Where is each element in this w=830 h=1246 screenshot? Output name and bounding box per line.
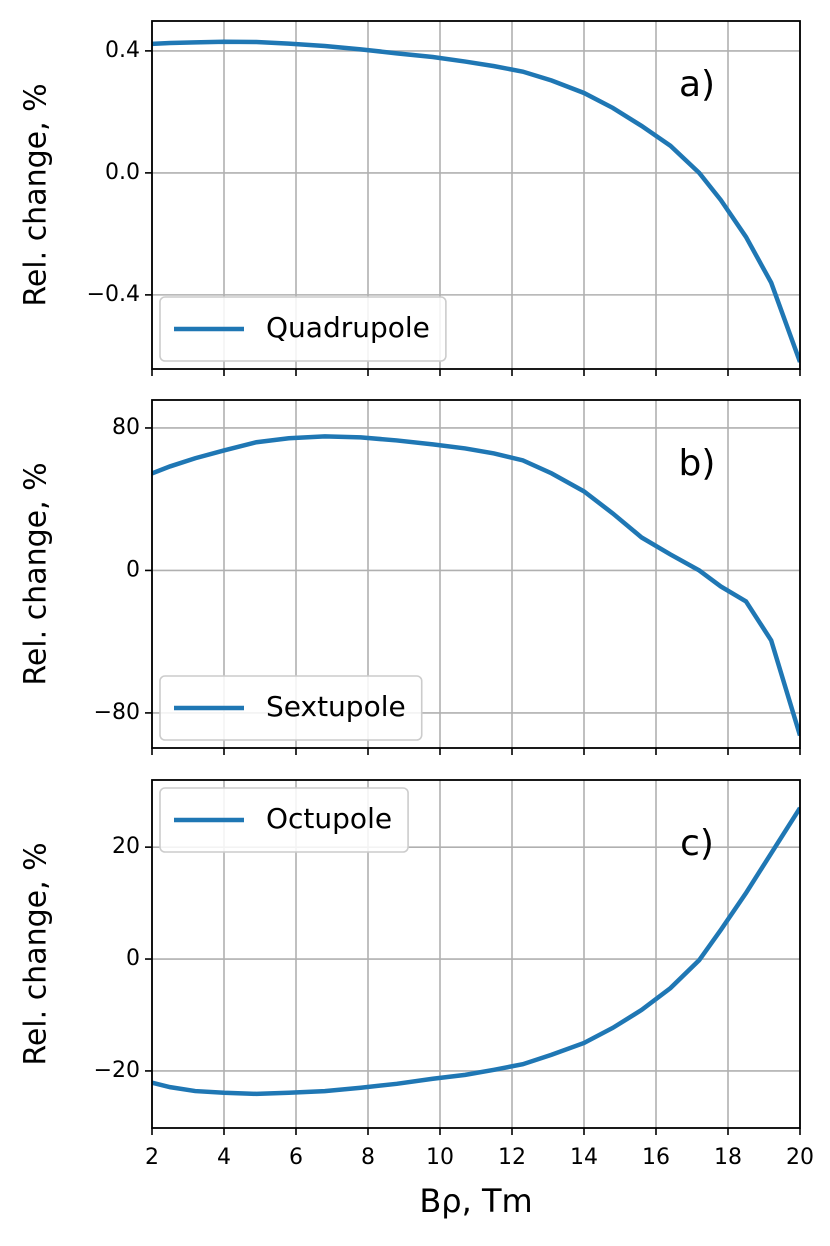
- y-tick-label: 0.4: [105, 38, 140, 63]
- panel: −80 0 80 Rel. change, % b) Sextupole: [19, 399, 801, 755]
- data-line: [152, 806, 800, 1097]
- y-axis-label: Rel. change, %: [19, 842, 54, 1065]
- legend-box: [159, 675, 423, 741]
- legend-box: [159, 787, 409, 853]
- x-tick-label: 2: [145, 1145, 159, 1170]
- x-tick-label: 6: [289, 1145, 303, 1170]
- y-tick-label: −0.4: [87, 282, 140, 307]
- panel-annotation: a): [679, 64, 715, 105]
- legend: Sextupole: [159, 675, 423, 741]
- x-tick-label: 20: [786, 1145, 814, 1170]
- axes-frame: [151, 779, 801, 1129]
- panel-annotation: b): [679, 443, 716, 484]
- legend: Octupole: [159, 787, 409, 853]
- x-tick-label: 10: [426, 1145, 454, 1170]
- y-tick-label: 0: [126, 946, 140, 971]
- y-axis-label: Rel. change, %: [19, 83, 54, 306]
- legend-label: Octupole: [266, 802, 392, 835]
- panel-annotation: c): [680, 823, 714, 864]
- panel: 2 4 6 8 10 12 14 16 18 20 −20 0 20 Rel. change, % c) Oc…: [19, 779, 814, 1220]
- x-tick-label: 18: [714, 1145, 742, 1170]
- legend-box: [159, 296, 447, 362]
- panel: −0.4 0.0 0.4 Rel. change, % a) Quadrupole: [19, 20, 801, 376]
- legend-label: Sextupole: [266, 690, 406, 723]
- y-tick-label: 80: [112, 415, 140, 440]
- x-tick-label: 8: [361, 1145, 375, 1170]
- y-tick-label: −20: [94, 1058, 140, 1083]
- x-tick-label: 12: [498, 1145, 526, 1170]
- x-tick-label: 14: [570, 1145, 598, 1170]
- x-axis-label: Bρ, Tm: [419, 1182, 532, 1220]
- legend-label: Quadrupole: [266, 311, 430, 344]
- y-axis-label: Rel. change, %: [19, 462, 54, 685]
- data-line: [152, 39, 800, 363]
- axes-frame: [151, 399, 801, 749]
- y-tick-label: −80: [94, 700, 140, 725]
- x-tick-label: 4: [217, 1145, 231, 1170]
- x-tick-label: 16: [642, 1145, 670, 1170]
- y-tick-label: 20: [112, 834, 140, 859]
- legend: Quadrupole: [159, 296, 447, 362]
- y-tick-label: 0.0: [105, 160, 140, 185]
- y-tick-label: 0: [126, 557, 140, 582]
- data-line: [152, 434, 800, 737]
- axes-frame: [151, 20, 801, 370]
